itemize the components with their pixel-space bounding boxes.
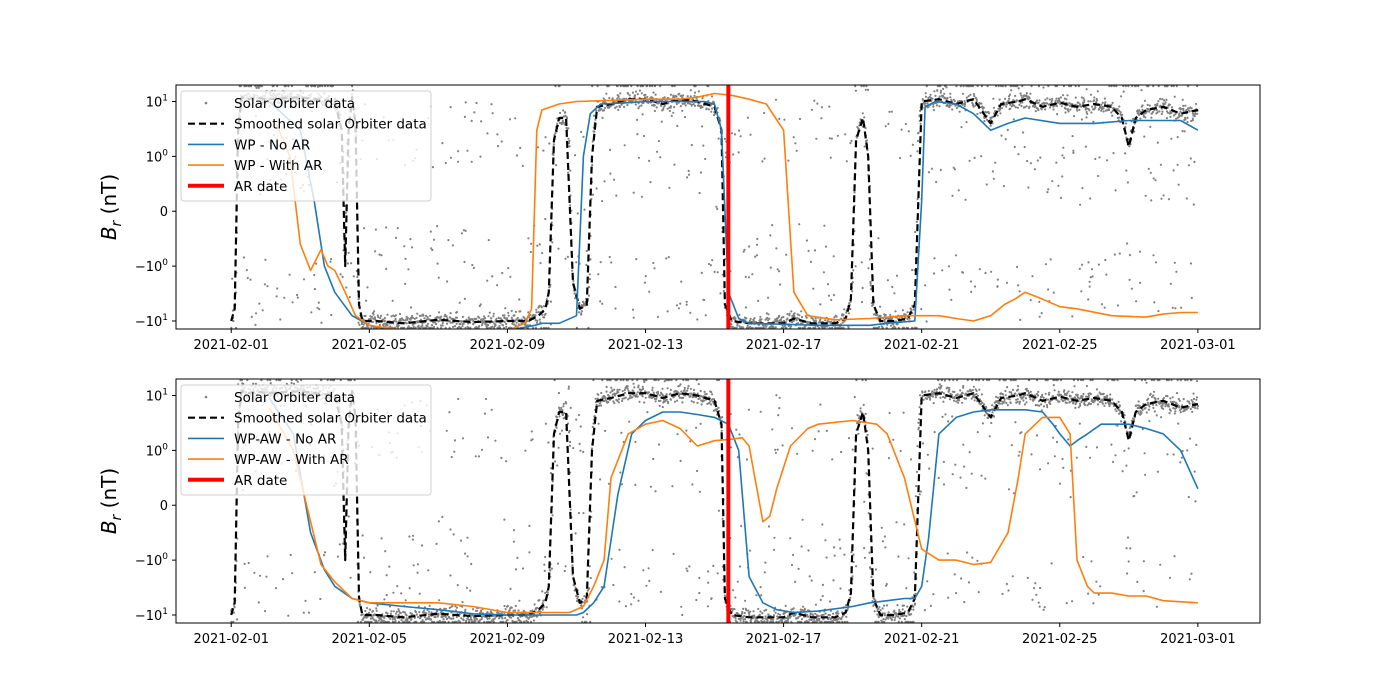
x-tick-label: 2021-02-21 [884,338,960,353]
no-ar-model-line [268,100,1199,329]
legend-label: WP - No AR [234,137,310,153]
legend-entry: AR date [188,179,287,195]
axes-frame [175,378,1261,624]
x-tick-label: 2021-03-01 [1160,338,1236,353]
legend-entry: Solar Orbiter data [204,96,355,112]
legend: Solar Orbiter data Smoothed solar Orbiter… [180,90,432,202]
legend-entry: WP - With AR [188,158,323,174]
x-tick-label: 2021-02-05 [332,632,408,647]
y-tick-label: 100 [146,148,169,165]
legend-label: AR date [234,179,287,195]
x-tick-label: 2021-02-05 [332,338,408,353]
legend-entry: AR date [188,473,287,489]
legend-marker [204,101,208,105]
x-tick-label: 2021-02-25 [1022,338,1098,353]
legend-label: AR date [234,473,287,489]
y-tick-label: −101 [135,607,168,624]
legend-entry: Solar Orbiter data [204,390,355,406]
legend-entry: Smoothed solar Orbiter data [188,411,427,427]
x-tick-label: 2021-02-17 [746,632,822,647]
y-tick-label: 0 [160,205,168,220]
with-ar-model-line [275,92,1198,329]
legend-entry: WP-AW - With AR [188,452,349,468]
y-axis-label: Br (nT) [97,174,125,240]
model-lines [230,379,1199,623]
legend: Solar Orbiter data Smoothed solar Orbiter… [180,384,432,496]
x-tick-label: 2021-02-13 [608,338,684,353]
axes-frame [175,84,1261,330]
x-tick-label: 2021-02-09 [470,338,546,353]
legend-box [180,384,432,496]
x-tick-label: 2021-02-13 [608,632,684,647]
y-tick-label: 0 [160,499,168,514]
legend-label: WP-AW - With AR [234,452,349,468]
x-axis-ticks: 2021-02-01 2021-02-05 2021-02-09 2021-02-13… [193,623,1236,647]
y-tick-label: −101 [135,313,168,330]
y-tick-label: −100 [135,552,168,569]
bottom-panel: 2021-02-01 2021-02-05 2021-02-09 2021-02-13… [97,378,1261,647]
x-tick-label: 2021-03-01 [1160,632,1236,647]
legend-label: Smoothed solar Orbiter data [234,411,427,427]
legend-entry: WP-AW - No AR [188,431,336,447]
x-tick-label: 2021-02-25 [1022,632,1098,647]
y-axis-label: Br (nT) [97,468,125,534]
y-tick-label: 101 [146,388,168,405]
y-axis-ticks: 101 100 0 −100 −101 [135,388,176,624]
x-axis-ticks: 2021-02-01 2021-02-05 2021-02-09 2021-02-13… [193,329,1236,353]
y-tick-label: 100 [146,442,169,459]
legend-entry: Smoothed solar Orbiter data [188,117,427,133]
x-tick-label: 2021-02-09 [470,632,546,647]
legend-label: WP - With AR [234,158,323,174]
legend-marker [204,395,208,399]
top-panel: 2021-02-01 2021-02-05 2021-02-09 2021-02-13… [97,84,1261,353]
x-tick-label: 2021-02-01 [193,632,269,647]
with-ar-model-line [268,407,1198,614]
smoothed-data-line [230,390,1199,619]
y-axis-ticks: 101 100 0 −100 −101 [135,94,176,330]
legend-label: Smoothed solar Orbiter data [234,117,427,133]
legend-label: WP-AW - No AR [234,431,336,447]
legend-label: Solar Orbiter data [234,390,355,406]
y-tick-label: 101 [146,94,168,111]
legend-label: Solar Orbiter data [234,96,355,112]
x-tick-label: 2021-02-21 [884,632,960,647]
legend-box [180,90,432,202]
x-tick-label: 2021-02-01 [193,338,269,353]
legend-entry: WP - No AR [188,137,310,153]
model-lines [230,85,1199,329]
x-tick-label: 2021-02-17 [746,338,822,353]
y-tick-label: −100 [135,258,168,275]
